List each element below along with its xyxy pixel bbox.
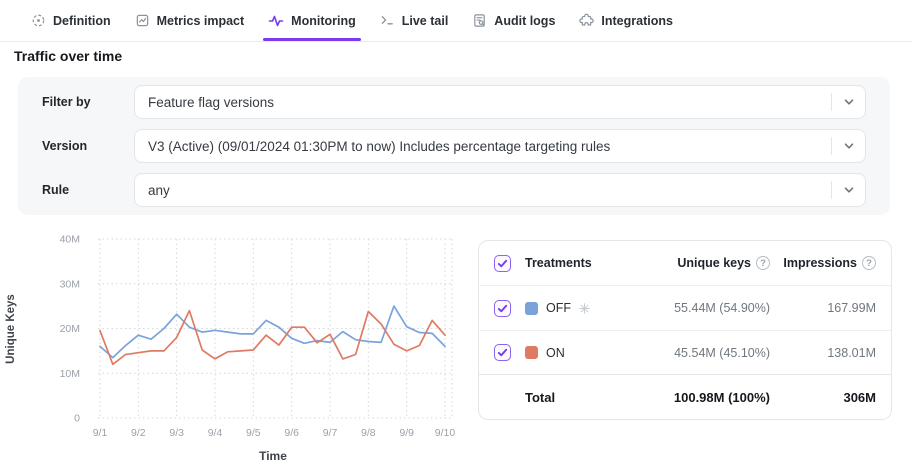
chevron-down-icon [832,140,865,152]
svg-text:30M: 30M [60,278,80,290]
svg-text:9/4: 9/4 [208,427,223,439]
help-icon[interactable]: ? [756,256,770,270]
version-select[interactable]: V3 (Active) (09/01/2024 01:30PM to now) … [134,129,866,163]
svg-text:0: 0 [74,413,80,425]
help-icon[interactable]: ? [862,256,876,270]
tab-live-tail[interactable]: Live tail [380,0,449,41]
treatments-table: Treatments Unique keys ? Impressions ? O… [478,240,892,420]
off-color-swatch [525,301,538,315]
filter-row-version: Version V3 (Active) (09/01/2024 01:30PM … [42,129,866,163]
filter-row-rule: Rule any [42,173,866,207]
chevron-down-icon [832,184,865,196]
chevron-down-icon [832,96,865,108]
treatment-label: OFF [546,301,571,315]
total-unique-keys: 100.98M (100%) [673,389,770,405]
tab-label: Live tail [401,13,449,28]
rule-value: any [148,182,170,198]
treatment-row-on: ON 45.54M (45.10%) 138.01M [479,330,891,374]
svg-text:9/2: 9/2 [131,427,146,439]
on-unique-keys: 45.54M (45.10%) [674,345,770,360]
terminal-icon [380,13,395,28]
on-checkbox[interactable] [494,344,511,361]
off-impressions: 167.99M [827,301,876,315]
svg-text:Unique Keys: Unique Keys [5,294,17,364]
total-impressions: 306M [843,389,876,405]
on-color-swatch [525,346,538,359]
default-treatment-icon [579,302,590,314]
pulse-icon [268,13,284,29]
svg-text:9/3: 9/3 [169,427,184,439]
tab-monitoring[interactable]: Monitoring [263,0,361,41]
traffic-line-chart: 0 10M 20M 30M 40M 9/1 9/2 9/3 9/4 9/5 9/6 9/7 9/8 9/9… [5,234,456,464]
on-impressions: 138.01M [827,345,876,360]
rule-select[interactable]: any [134,173,866,207]
tab-label: Definition [53,13,111,28]
svg-text:40M: 40M [60,234,80,246]
target-icon [31,13,46,28]
off-unique-keys: 55.44M (54.90%) [674,301,770,315]
tab-metrics-impact[interactable]: Metrics impact [135,0,245,41]
svg-text:10M: 10M [60,368,80,380]
svg-text:20M: 20M [60,323,80,335]
select-divider [831,181,832,199]
filter-by-select[interactable]: Feature flag versions [134,85,866,119]
table-total-row: Total 100.98M (100%) 306M [479,374,891,419]
unique-keys-column-header: Unique keys [677,256,751,270]
total-label: Total [525,389,556,405]
select-all-checkbox[interactable] [494,254,511,272]
svg-text:9/8: 9/8 [361,427,376,439]
rule-label: Rule [42,183,70,197]
filter-row-filter-by: Filter by Feature flag versions [42,85,866,119]
tab-integrations[interactable]: Integrations [579,0,673,41]
tab-label: Integrations [601,13,673,28]
filter-by-value: Feature flag versions [148,94,275,110]
select-divider [831,93,832,111]
svg-text:9/1: 9/1 [93,427,108,439]
version-value: V3 (Active) (09/01/2024 01:30PM to now) … [148,138,611,154]
puzzle-icon [579,13,595,28]
tab-bar: Definition Metrics impact Monitoring Liv… [0,0,912,42]
audit-log-icon [472,13,487,28]
svg-text:9/9: 9/9 [399,427,414,439]
tab-label: Monitoring [291,13,356,28]
svg-text:9/7: 9/7 [323,427,338,439]
tab-definition[interactable]: Definition [31,0,111,41]
table-header-row: Treatments Unique keys ? Impressions ? [479,241,891,285]
version-label: Version [42,139,88,153]
select-divider [831,137,832,155]
tab-label: Audit logs [494,13,556,28]
svg-text:9/6: 9/6 [284,427,299,439]
treatment-row-off: OFF 55.44M (54.90%) 167.99M [479,285,891,330]
line-chart-icon [135,13,150,28]
treatments-column-header: Treatments [525,256,592,270]
filter-panel: Filter by Feature flag versions Version … [18,77,890,215]
impressions-column-header: Impressions [783,256,857,270]
off-checkbox[interactable] [494,299,511,317]
tab-label: Metrics impact [156,13,245,28]
page-title: Traffic over time [14,48,123,64]
svg-text:Time: Time [259,449,287,463]
filter-by-label: Filter by [42,95,91,109]
treatment-label: ON [546,345,565,360]
tab-audit-logs[interactable]: Audit logs [472,0,555,41]
svg-text:9/5: 9/5 [246,427,261,439]
svg-text:9/10: 9/10 [435,427,456,439]
